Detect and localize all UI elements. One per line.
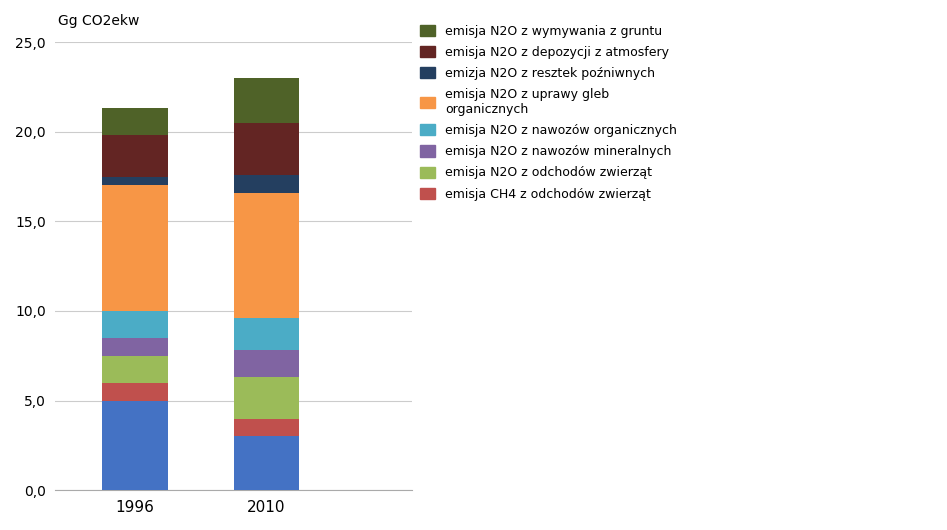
Bar [101, 338, 168, 356]
Bar [234, 377, 299, 419]
Bar [234, 78, 299, 123]
Bar [234, 175, 299, 193]
Bar [234, 318, 299, 350]
Bar [234, 419, 299, 437]
Bar [234, 350, 299, 377]
Legend: emisja N2O z wymywania z gruntu, emisja N2O z depozycji z atmosfery, emizja N2O : emisja N2O z wymywania z gruntu, emisja … [415, 20, 682, 206]
Bar [234, 437, 299, 490]
Bar [101, 109, 168, 135]
Bar [101, 176, 168, 186]
Bar [101, 135, 168, 176]
Bar [101, 311, 168, 338]
Bar [101, 383, 168, 401]
Bar [101, 401, 168, 490]
Bar [234, 123, 299, 175]
Bar [234, 193, 299, 318]
Bar [101, 186, 168, 311]
Bar [101, 356, 168, 383]
Text: Gg CO2ekw: Gg CO2ekw [58, 14, 139, 28]
